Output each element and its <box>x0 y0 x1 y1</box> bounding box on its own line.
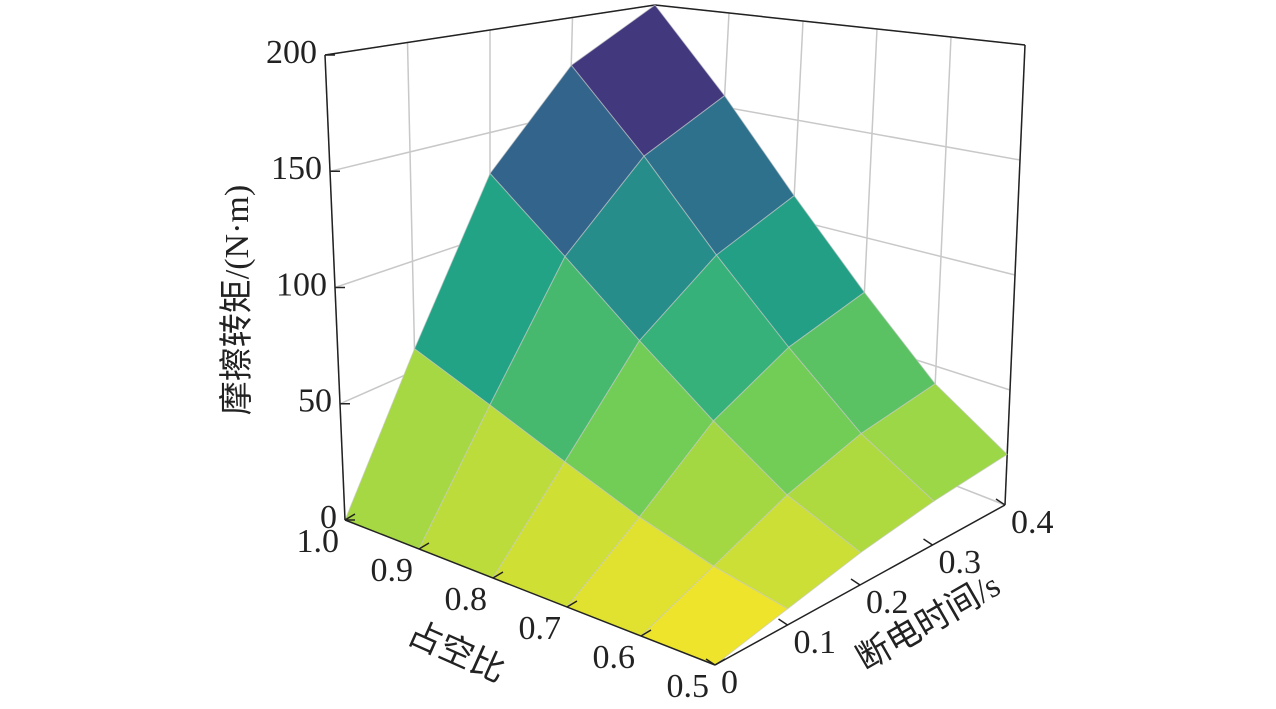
x-tick <box>850 578 861 586</box>
x-tick-label: 0.4 <box>1011 504 1054 541</box>
x-tick-label: 0.1 <box>794 624 837 661</box>
z-tick-label: 150 <box>271 150 322 187</box>
y-tick <box>418 542 430 550</box>
x-tick-label: 0.3 <box>939 544 982 581</box>
y-tick <box>714 658 726 666</box>
y-tick-label: 0.6 <box>593 639 636 676</box>
x-tick <box>778 618 788 626</box>
box-edge <box>324 4 656 56</box>
y-tick-label: 0.9 <box>371 552 414 589</box>
surface <box>344 4 1008 666</box>
box-edge <box>1004 44 1026 506</box>
x-tick-label: 0.2 <box>866 584 909 621</box>
y-tick <box>492 571 504 579</box>
z-tick-label: 50 <box>298 383 332 420</box>
y-tick-label: 0.8 <box>445 581 488 618</box>
y-tick <box>566 600 578 608</box>
z-axis-label: 摩擦转矩/(N·m) <box>218 185 256 415</box>
y-tick-label: 1.0 <box>297 523 340 560</box>
box-edge <box>654 4 1026 46</box>
y-axis-label: 占空比 <box>402 614 511 690</box>
x-tick <box>923 538 933 546</box>
y-tick-label: 0.7 <box>519 610 562 647</box>
x-tick <box>995 498 1006 506</box>
z-tick-label: 0 <box>320 499 337 536</box>
y-tick <box>640 629 652 637</box>
z-tick-label: 100 <box>276 266 327 303</box>
y-tick <box>344 513 356 521</box>
x-tick-label: 0 <box>721 664 738 701</box>
y-tick-label: 0.5 <box>667 668 710 705</box>
y-axis <box>344 519 716 666</box>
axes: 0501001502000.50.60.70.80.91.000.10.20.3… <box>266 34 1054 705</box>
z-tick-label: 200 <box>266 34 317 71</box>
x-tick <box>705 658 716 666</box>
